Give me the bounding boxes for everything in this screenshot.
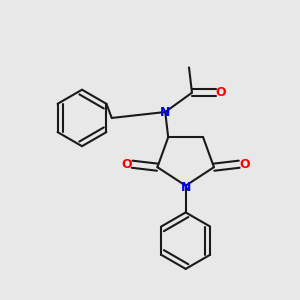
Text: O: O — [216, 86, 226, 99]
Text: O: O — [239, 158, 250, 171]
Text: O: O — [122, 158, 132, 171]
Text: N: N — [160, 106, 170, 118]
Text: N: N — [181, 181, 191, 194]
